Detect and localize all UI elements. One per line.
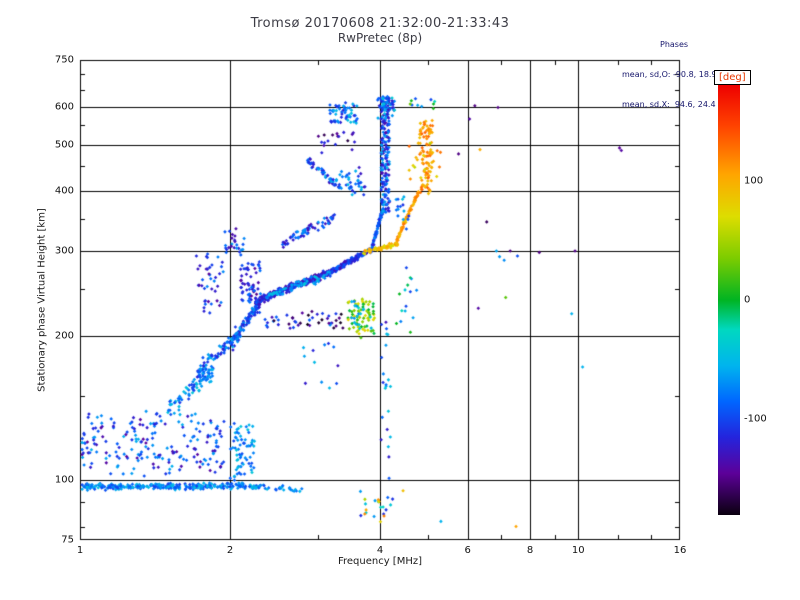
- x-tick-label: 1: [76, 545, 84, 556]
- colorbar-tick-label: 0: [744, 294, 751, 306]
- colorbar: [718, 85, 740, 515]
- x-axis-label: Frequency [MHz]: [337, 556, 423, 567]
- y-tick-label: 750: [54, 54, 74, 66]
- y-tick-label: 500: [54, 139, 74, 151]
- phase-stats: Phases mean, sd,O: -90.8, 18.9 mean, sd,…: [622, 20, 787, 130]
- y-tick-label: 100: [54, 474, 74, 486]
- y-tick-label: 200: [54, 330, 74, 342]
- x-tick-label: 4: [376, 545, 384, 556]
- y-tick-label: 400: [54, 185, 74, 197]
- y-tick-label: 75: [61, 534, 74, 546]
- colorbar-unit-label: [deg]: [714, 70, 751, 85]
- phase-stats-o-mode: mean, sd,O: -90.8, 18.9: [622, 70, 717, 79]
- chart-title: Tromsø 20170608 21:32:00-21:33:43: [250, 16, 510, 31]
- y-tick-label: 300: [54, 245, 74, 257]
- colorbar-tick-label: 100: [744, 175, 764, 187]
- x-tick-label: 8: [526, 545, 534, 556]
- phase-stats-header: Phases: [660, 40, 689, 49]
- phase-stats-x-mode: mean, sd,X: 94.6, 24.4: [622, 100, 716, 109]
- x-tick-label: 6: [464, 545, 471, 556]
- y-axis-label: Stationary phase Virtual Height [km]: [36, 208, 48, 392]
- colorbar-tick-label: -100: [744, 413, 767, 425]
- x-tick-label: 10: [571, 545, 585, 556]
- x-tick-label: 16: [673, 545, 687, 556]
- y-tick-label: 600: [54, 101, 74, 113]
- x-tick-label: 2: [226, 545, 234, 556]
- chart-subtitle: RwPretec (8p): [337, 31, 423, 45]
